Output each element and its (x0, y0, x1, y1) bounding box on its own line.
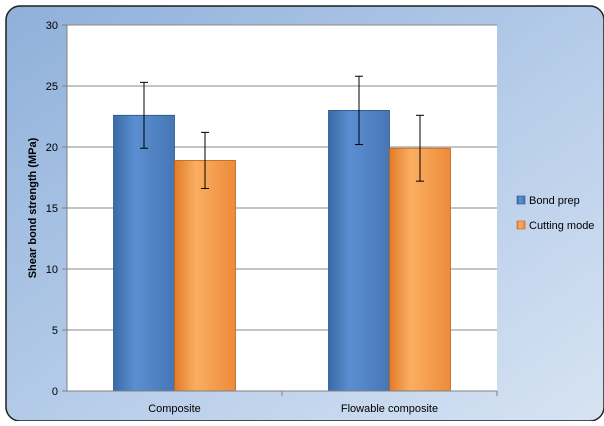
bars (113, 110, 451, 392)
error-bars (140, 75, 424, 189)
legend-label: Cutting mode (529, 220, 594, 232)
x-tick-labels: Composite Flowable composite (148, 391, 498, 415)
y-axis-title: Shear bond strength (MPa) (27, 137, 39, 278)
y-tick-label: 10 (46, 264, 58, 276)
y-tick-labels: 0 5 10 15 20 25 30 (46, 20, 58, 398)
y-tick-label: 15 (46, 203, 58, 215)
y-tick-label: 0 (52, 386, 58, 398)
bar-cutting-mode-0 (174, 160, 236, 392)
x-tick-label: Composite (148, 403, 201, 415)
bar-bond-prep-0 (113, 114, 175, 392)
x-tick-label: Flowable composite (341, 403, 438, 415)
legend-swatch (516, 195, 526, 205)
legend: Bond prep Cutting mode (516, 195, 594, 232)
y-tick-label: 20 (46, 142, 58, 154)
bar-cutting-mode-1 (389, 147, 451, 392)
y-tick-label: 30 (46, 20, 58, 32)
bar-bond-prep-1 (328, 110, 390, 392)
y-tick-label: 25 (46, 81, 58, 93)
y-tick-label: 5 (52, 325, 58, 337)
legend-label: Bond prep (529, 195, 580, 207)
legend-swatch (516, 220, 526, 230)
